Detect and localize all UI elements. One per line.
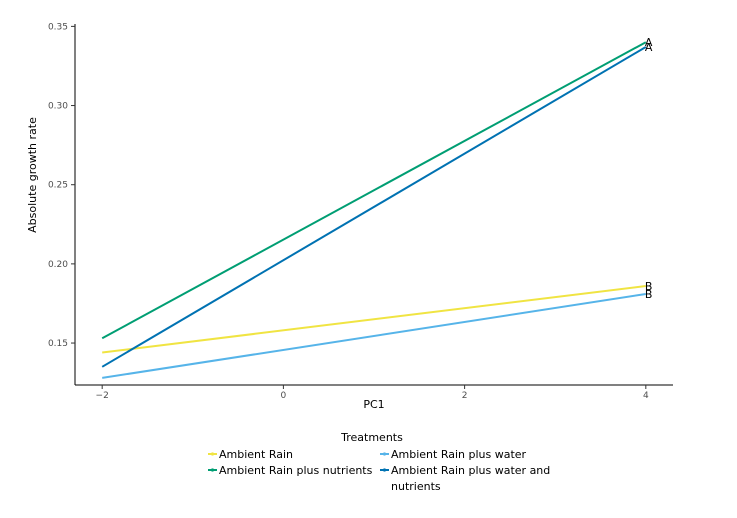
legend-label: Ambient Rain plus nutrients — [219, 464, 373, 477]
legend-item: Ambient Rain — [208, 448, 293, 461]
y-ticks: 0.15 0.20 0.25 0.30 0.35 — [48, 22, 75, 349]
series-line — [101, 46, 647, 368]
legend-key-dot — [210, 468, 215, 472]
significance-label: A — [645, 41, 653, 54]
legend-item: Ambient Rain plus water — [380, 448, 527, 461]
legend: Treatments Ambient Rain Ambient Rain plus… — [208, 431, 550, 493]
series-line — [102, 285, 646, 354]
y-tick-label: 0.30 — [48, 102, 68, 112]
axes: −2 0 2 4 0.15 0.20 0.25 0.30 0.35 PC1 Absolute … — [26, 22, 673, 411]
legend-item: Ambient Rain plus nutrients — [208, 464, 373, 477]
y-tick-label: 0.35 — [48, 22, 68, 32]
x-axis-title: PC1 — [363, 398, 384, 411]
x-tick-label: −2 — [96, 391, 109, 401]
legend-label: Ambient Rain — [219, 448, 293, 461]
legend-label: Ambient Rain plus water — [391, 448, 527, 461]
significance-label: B — [645, 288, 653, 301]
significance-label: B — [645, 280, 653, 293]
y-tick-label: 0.25 — [48, 181, 68, 191]
series-line — [102, 293, 646, 379]
significance-labels: B A B A — [645, 36, 653, 301]
legend-item: Ambient Rain plus water and nutrients — [380, 464, 550, 493]
legend-title: Treatments — [340, 431, 403, 444]
legend-key-dot — [382, 452, 387, 456]
y-axis-title: Absolute growth rate — [26, 117, 39, 233]
y-tick-label: 0.15 — [48, 339, 68, 349]
legend-key-dot — [210, 452, 215, 456]
legend-key-dot — [382, 468, 387, 472]
x-ticks: −2 0 2 4 — [96, 385, 649, 401]
x-tick-label: 4 — [643, 391, 649, 401]
y-tick-label: 0.20 — [48, 260, 68, 270]
significance-label: A — [645, 36, 653, 49]
plot-area — [101, 41, 647, 379]
series-line — [101, 41, 647, 340]
x-tick-label: 0 — [281, 391, 287, 401]
x-tick-label: 2 — [462, 391, 468, 401]
legend-label: Ambient Rain plus water and — [391, 464, 550, 477]
legend-label: nutrients — [391, 480, 441, 493]
